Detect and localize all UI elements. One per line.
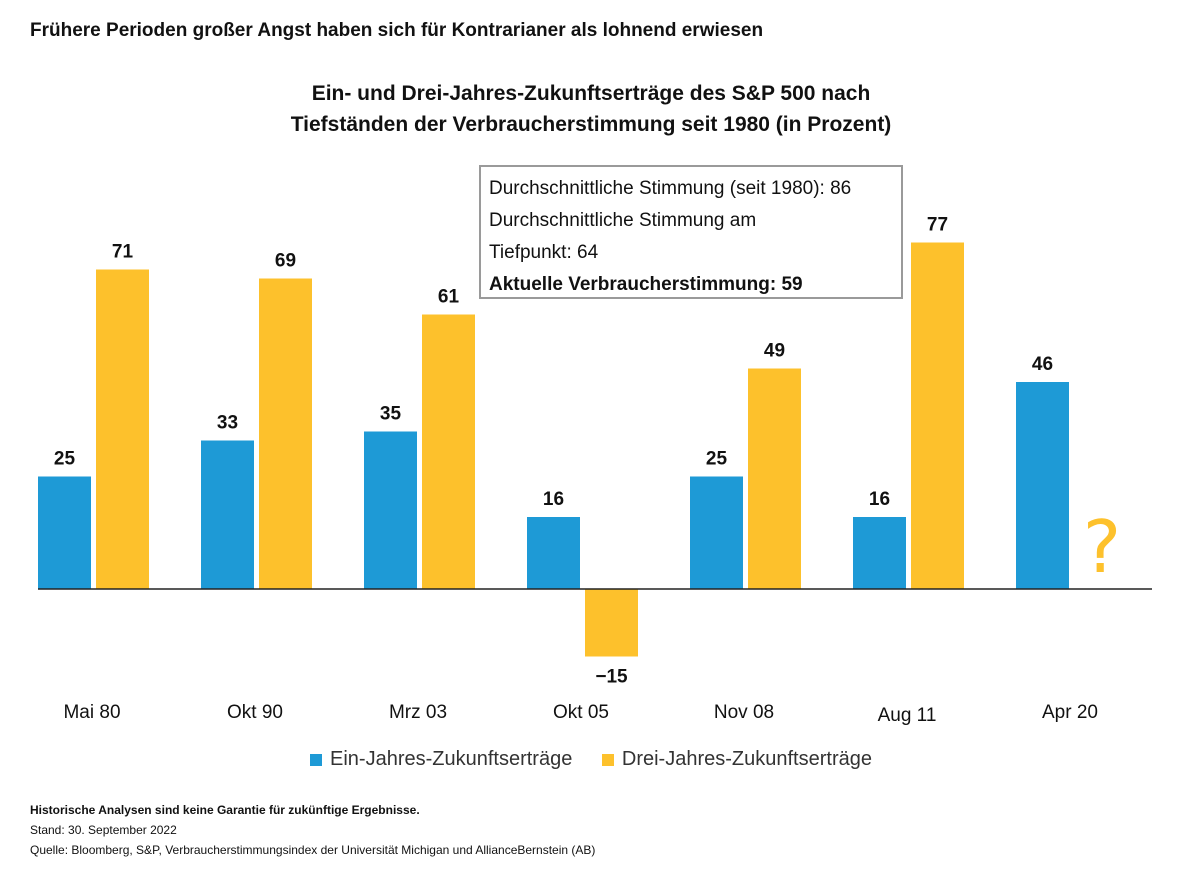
bar-one-year-5 (853, 517, 906, 589)
chart-legend: Ein-Jahres-Zukunftserträge Drei-Jahres-Z… (0, 748, 1182, 772)
bar-chart: 25 71 Mai 80 33 69 Okt 90 35 61 Mrz 03 16 −15 Okt 0… (38, 215, 1152, 726)
legend-label-three-year: Drei-Jahres-Zukunftserträge (621, 748, 872, 770)
value-label-three-year-0: 71 (112, 242, 134, 263)
bar-one-year-2 (364, 431, 417, 589)
infobox-line-4: Aktuelle Verbraucherstimmung: 59 (489, 274, 803, 295)
bar-three-year-2 (422, 314, 475, 589)
bar-one-year-0 (38, 476, 91, 589)
value-label-one-year-4: 25 (706, 449, 728, 470)
category-label-5: Aug 11 (878, 705, 937, 726)
legend-swatch-three-year (601, 753, 614, 766)
legend-item-three-year: Drei-Jahres-Zukunftserträge (601, 748, 872, 771)
value-label-three-year-5: 77 (927, 215, 948, 236)
bar-three-year-5 (911, 242, 964, 589)
category-label-0: Mai 80 (63, 702, 120, 723)
value-label-three-year-1: 69 (275, 251, 296, 272)
value-label-one-year-1: 33 (217, 413, 238, 434)
bar-three-year-3 (585, 589, 638, 657)
value-label-three-year-2: 61 (438, 287, 460, 308)
headline: Frühere Perioden großer Angst haben sich… (30, 20, 764, 41)
chart-title-line-1: Ein- und Drei-Jahres-Zukunftserträge des… (311, 82, 871, 105)
footer-source: Quelle: Bloomberg, S&P, Verbraucherstimm… (30, 843, 596, 857)
infobox-line-3: Tiefpunkt: 64 (489, 242, 599, 263)
legend-item-one-year: Ein-Jahres-Zukunftserträge (310, 748, 572, 771)
value-label-one-year-5: 16 (869, 489, 890, 510)
legend-label-one-year: Ein-Jahres-Zukunftserträge (330, 748, 573, 770)
value-label-one-year-6: 46 (1032, 354, 1053, 375)
bar-three-year-1 (259, 278, 312, 589)
missing-value-marker: ? (1083, 505, 1121, 589)
value-label-one-year-2: 35 (380, 404, 402, 425)
value-label-three-year-4: 49 (764, 341, 785, 362)
value-label-three-year-3: −15 (595, 667, 628, 688)
bar-one-year-1 (201, 440, 254, 589)
bar-three-year-0 (96, 269, 149, 589)
bar-one-year-6 (1016, 382, 1069, 589)
footer-date: Stand: 30. September 2022 (30, 823, 177, 837)
value-label-one-year-0: 25 (54, 449, 76, 470)
bar-one-year-4 (690, 476, 743, 589)
sentiment-infobox: Durchschnittliche Stimmung (seit 1980): … (479, 165, 903, 299)
category-label-3: Okt 05 (553, 702, 609, 723)
footer-disclaimer: Historische Analysen sind keine Garantie… (30, 803, 420, 817)
bar-three-year-4 (748, 368, 801, 589)
legend-swatch-one-year (310, 753, 322, 766)
infobox-line-1: Durchschnittliche Stimmung (seit 1980): … (489, 178, 852, 199)
footer: Historische Analysen sind keine Garantie… (30, 800, 595, 860)
value-label-one-year-3: 16 (543, 489, 564, 510)
category-label-6: Apr 20 (1042, 702, 1098, 723)
infobox-line-2: Durchschnittliche Stimmung am (489, 210, 757, 231)
category-label-1: Okt 90 (227, 702, 283, 723)
chart-title: Ein- und Drei-Jahres-Zukunftserträge des… (0, 78, 1182, 140)
category-label-2: Mrz 03 (389, 702, 447, 723)
category-label-4: Nov 08 (714, 702, 774, 723)
chart-title-line-2: Tiefständen der Verbraucherstimmung seit… (290, 113, 892, 136)
bar-one-year-3 (527, 517, 580, 589)
